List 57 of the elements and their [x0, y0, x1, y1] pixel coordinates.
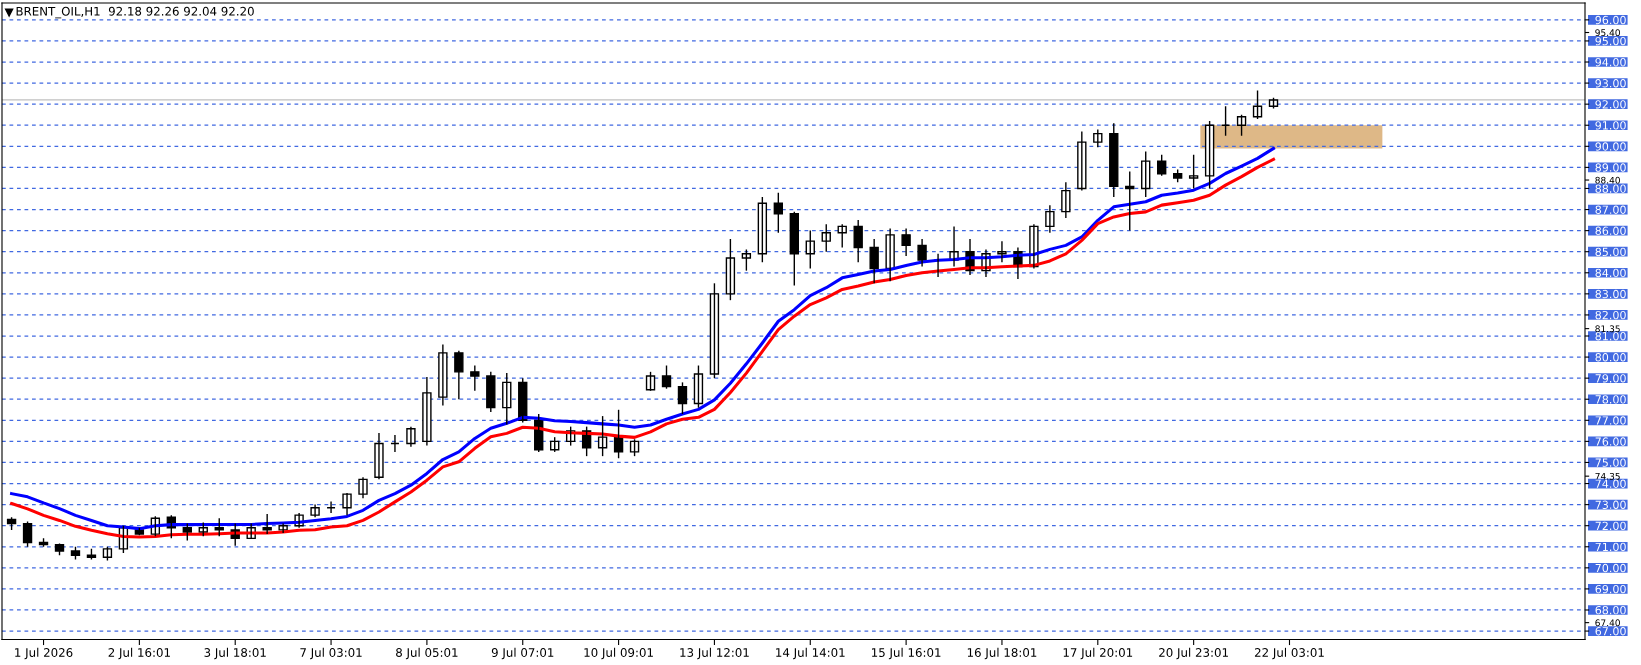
x-tick-label: 16 Jul 18:01 [967, 647, 1037, 660]
candlestick [310, 503, 320, 518]
y-tick-label: 71.00 [1595, 542, 1626, 552]
y-tick-label: 95.00 [1595, 36, 1626, 46]
y-tick-label: 89.00 [1595, 163, 1626, 172]
y-tick-label: 72.00 [1595, 521, 1626, 531]
x-tick-label: 14 Jul 14:01 [776, 647, 845, 660]
y-tick-label: 92.00 [1595, 100, 1626, 109]
candlestick [470, 364, 480, 392]
x-tick-label: 22 Jul 03:01 [1254, 647, 1324, 660]
y-tick-label: 88.40 [1595, 176, 1620, 184]
x-tick-label: 1 Jul 2026 [15, 647, 73, 660]
y-tick-label: 95.40 [1595, 29, 1620, 37]
y-tick-label: 81.00 [1595, 331, 1626, 341]
y-tick-label: 81.35 [1595, 325, 1620, 333]
y-tick-label: 93.00 [1595, 79, 1626, 88]
y-tick-label: 74.00 [1595, 479, 1626, 488]
y-tick-label: 73.00 [1595, 500, 1626, 509]
y-tick-label: 86.00 [1595, 226, 1626, 235]
y-tick-label: 88.00 [1595, 184, 1626, 193]
y-tick-label: 69.00 [1595, 584, 1626, 594]
candlestick [1188, 154, 1199, 190]
y-tick-label: 78.00 [1595, 395, 1626, 404]
x-tick-label: 3 Jul 18:01 [204, 647, 266, 660]
x-tick-label: 8 Jul 05:01 [396, 647, 458, 660]
chart-title: BRENT_OIL,H1 92.18 92.26 92.04 92.20 [16, 6, 254, 19]
x-tick-label: 2 Jul 16:01 [108, 647, 170, 660]
y-tick-label: 68.00 [1595, 605, 1626, 615]
y-tick-label: 85.00 [1595, 247, 1626, 257]
y-tick-label: 94.00 [1595, 57, 1626, 67]
y-tick-label: 90.00 [1595, 142, 1626, 151]
x-tick-label: 7 Jul 03:01 [300, 647, 362, 660]
candlestick [997, 240, 1007, 263]
y-tick-label: 79.00 [1595, 374, 1626, 383]
y-tick-label: 74.35 [1595, 472, 1620, 480]
y-tick-label: 76.00 [1595, 437, 1626, 446]
candlestick [741, 248, 752, 272]
y-tick-label: 84.00 [1595, 268, 1626, 278]
candlestick [262, 513, 272, 535]
y-tick-label: 83.00 [1595, 289, 1626, 299]
x-tick-label: 9 Jul 07:01 [491, 647, 554, 660]
y-tick-label: 67.00 [1595, 627, 1626, 636]
y-tick-label: 77.00 [1595, 416, 1626, 425]
x-tick-label: 15 Jul 16:01 [872, 647, 941, 660]
y-tick-label: 96.00 [1595, 15, 1626, 25]
x-tick-label: 20 Jul 23:01 [1159, 647, 1228, 660]
candlestick [805, 229, 815, 270]
y-tick-label: 67.40 [1595, 619, 1620, 627]
y-tick-label: 75.00 [1595, 458, 1626, 467]
y-tick-label: 82.00 [1595, 310, 1626, 320]
x-tick-label: 10 Jul 09:01 [584, 647, 653, 660]
x-tick-label: 13 Jul 12:01 [680, 647, 749, 660]
y-tick-label: 87.00 [1595, 205, 1626, 214]
y-tick-label: 70.00 [1595, 563, 1626, 573]
y-tick-label: 80.00 [1595, 353, 1626, 362]
x-tick-label: 17 Jul 20:01 [1063, 647, 1133, 660]
y-tick-label: 91.00 [1595, 121, 1626, 130]
